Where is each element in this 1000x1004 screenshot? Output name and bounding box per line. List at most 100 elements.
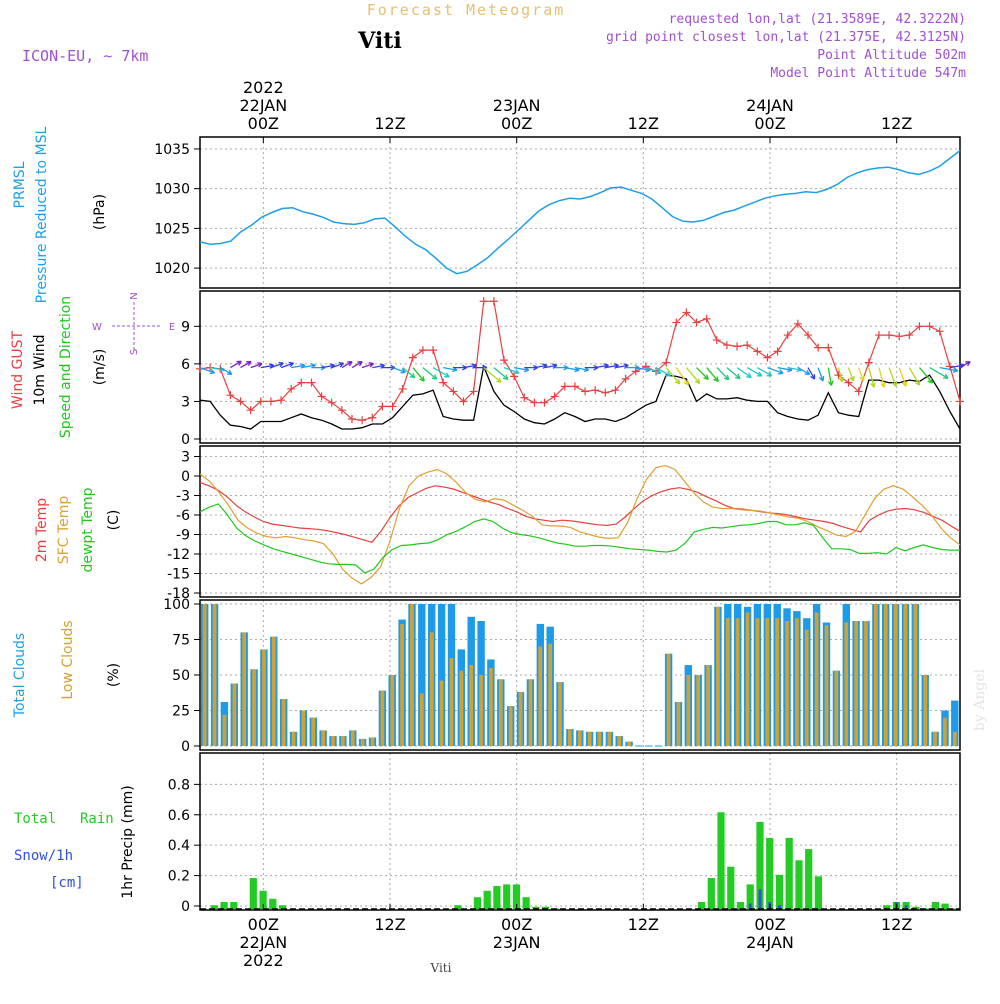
dewpt-line xyxy=(199,503,960,574)
wind-arrow xyxy=(493,367,509,381)
gust-marker xyxy=(621,374,630,383)
low-cloud-bar xyxy=(429,632,434,746)
rain-bar xyxy=(473,897,481,909)
rain-bar xyxy=(230,902,238,909)
wind-arrow xyxy=(392,366,406,374)
gust-marker xyxy=(540,398,549,407)
chart-title: Forecast Meteogram xyxy=(367,1,566,19)
gust-marker xyxy=(935,327,944,336)
low-cloud-bar xyxy=(755,618,760,746)
compass-rose: W E N S xyxy=(92,292,175,355)
rain-bar xyxy=(512,884,520,909)
precip-frame xyxy=(199,752,961,911)
rain-bar xyxy=(210,905,218,909)
wind-arrow xyxy=(483,367,502,383)
gust-marker xyxy=(814,343,823,352)
low-cloud-bar xyxy=(212,604,217,746)
rain-bar xyxy=(454,905,462,909)
bottom-time-label: 12Z xyxy=(628,915,659,934)
wind-arrow xyxy=(503,366,520,375)
temperature-ytick-label: -9 xyxy=(176,528,190,544)
footer-location: Viti xyxy=(430,961,452,975)
temperature-ytick-label: -15 xyxy=(167,567,190,583)
gust-marker xyxy=(358,416,367,425)
gust-marker xyxy=(348,414,356,423)
wind-arrow xyxy=(868,367,876,388)
low-cloud-bar xyxy=(321,730,325,746)
wind-unit: (m/s) xyxy=(92,349,108,386)
gust-marker xyxy=(854,387,863,396)
gust-marker xyxy=(236,397,245,406)
wind-arrow xyxy=(706,367,719,382)
compass-s: S xyxy=(129,349,140,355)
wind-arrow xyxy=(331,362,345,369)
gust-marker xyxy=(956,397,964,406)
precip-label-rain: Rain xyxy=(80,811,114,827)
low-cloud-bar xyxy=(893,604,898,746)
low-cloud-bar xyxy=(627,741,631,746)
low-cloud-bar xyxy=(311,717,316,746)
wind-arrow xyxy=(544,363,558,369)
temp-label-sfc: SFC Temp xyxy=(56,496,72,565)
snow-bar xyxy=(748,903,752,909)
gust-marker xyxy=(530,398,539,407)
panel-temperature: -18 -15 -12 -9 -6 -3 0 3 xyxy=(167,445,961,602)
rain-bar xyxy=(736,902,745,909)
wind-label-dir: Speed and Direction xyxy=(58,296,74,438)
gust-marker xyxy=(844,378,853,387)
low-cloud-bar xyxy=(380,690,385,746)
clouds-frame xyxy=(199,599,961,751)
panel-pressure: 1020 1025 1030 1035 xyxy=(154,136,961,289)
precip-label-total: Total xyxy=(14,811,56,827)
low-cloud-bar xyxy=(617,736,622,746)
gust-marker xyxy=(307,378,316,387)
bottom-time-label: 12Z xyxy=(374,915,405,934)
wind-arrow xyxy=(615,363,629,369)
low-cloud-bar xyxy=(775,618,779,746)
model-label: ICON-EU, ~ 7km xyxy=(22,47,148,65)
temperature-ytick-label: 0 xyxy=(181,469,190,485)
rain-bar xyxy=(707,878,715,909)
wind-arrow xyxy=(837,367,844,383)
low-cloud-bar xyxy=(834,670,839,746)
gust-marker xyxy=(682,308,691,317)
low-cloud-bar xyxy=(568,729,572,746)
pressure-unit: (hPa) xyxy=(92,194,108,230)
low-cloud-bar xyxy=(745,612,750,746)
gust-marker xyxy=(631,367,640,376)
low-cloud-bar xyxy=(735,618,740,746)
gust-marker xyxy=(408,353,417,362)
pressure-label-1: PRMSL xyxy=(12,161,28,208)
rain-bar xyxy=(503,884,511,909)
gust-marker xyxy=(702,314,711,323)
low-cloud-bar xyxy=(814,612,819,746)
low-cloud-bar xyxy=(410,604,414,746)
gust-marker xyxy=(753,347,762,356)
gridpoint-coords: grid point closest lon,lat (21.375E, 42.… xyxy=(606,30,966,45)
precip-unit: 1hr Precip (mm) xyxy=(120,785,136,898)
model-altitude: Model Point Altitude 547m xyxy=(770,66,966,81)
wind-arrow xyxy=(341,361,353,369)
low-cloud-bar xyxy=(498,679,503,746)
wind-arrow xyxy=(645,366,662,375)
temperature-ytick-label: 3 xyxy=(181,450,190,466)
bottom-time-label: 24JAN xyxy=(746,933,794,952)
point-altitude: Point Altitude 502m xyxy=(817,48,966,63)
wind-arrow xyxy=(665,367,681,385)
gust-marker xyxy=(297,378,306,387)
top-time-label: 2022 xyxy=(243,78,284,97)
wind-arrow xyxy=(898,367,908,387)
low-cloud-bar xyxy=(706,665,710,746)
wind-arrow xyxy=(797,367,811,376)
low-cloud-bar xyxy=(558,682,562,746)
rain-bar xyxy=(493,886,501,909)
low-cloud-bar xyxy=(874,604,878,746)
gust-marker xyxy=(885,331,894,340)
gust-marker xyxy=(489,297,498,306)
wind10-line xyxy=(199,364,961,430)
rain-bar xyxy=(775,874,784,909)
wind-arrow xyxy=(270,361,284,369)
low-cloud-bar xyxy=(281,699,286,746)
low-cloud-bar xyxy=(765,618,770,746)
snow-bar xyxy=(758,889,762,909)
